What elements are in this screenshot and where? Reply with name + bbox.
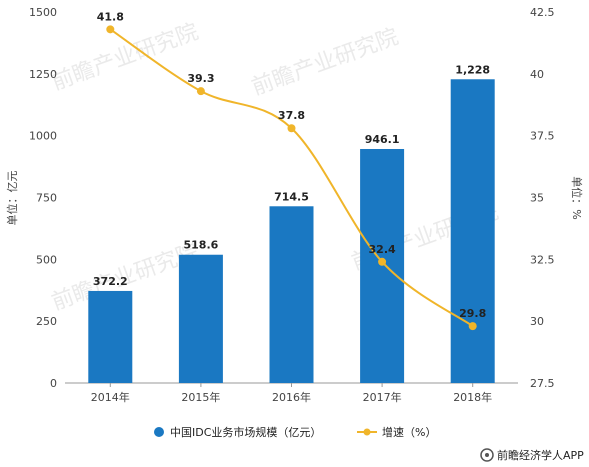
x-tick-label: 2014年	[91, 390, 130, 404]
left-tick-label: 250	[36, 315, 57, 328]
left-axis-title: 单位：亿元	[5, 171, 19, 226]
bar-value-label: 372.2	[93, 275, 128, 288]
bar	[269, 206, 314, 383]
footer: 前瞻经济学人APP	[480, 448, 584, 462]
left-axis-ticks: 0 250 500 750 1000 1250 1500	[29, 6, 57, 390]
left-tick-label: 750	[36, 192, 57, 205]
bar	[360, 148, 405, 383]
line-point	[378, 257, 387, 266]
legend-line-label: 增速（%）	[382, 425, 436, 439]
right-tick-label: 37.5	[530, 130, 555, 143]
x-tick-label: 2015年	[181, 390, 220, 404]
line-point	[106, 25, 115, 34]
legend-bar-label: 中国IDC业务市场规模（亿元）	[170, 425, 321, 439]
right-tick-label: 40	[530, 68, 544, 81]
left-tick-label: 1000	[29, 130, 57, 143]
line-point	[287, 124, 296, 133]
bar	[88, 290, 133, 383]
x-tick-label: 2018年	[453, 390, 492, 404]
bar-series	[88, 79, 495, 384]
right-tick-label: 42.5	[530, 6, 555, 19]
left-tick-label: 500	[36, 253, 57, 266]
right-axis-title: 单位：%	[570, 176, 584, 219]
brand-logo-icon-dot	[485, 453, 489, 457]
right-axis-ticks: 27.5 30 32.5 35 37.5 40 42.5	[530, 6, 555, 390]
x-axis-ticks: 2014年 2015年 2016年 2017年 2018年	[91, 383, 492, 404]
right-tick-label: 32.5	[530, 253, 555, 266]
line-value-label: 32.4	[369, 243, 396, 256]
footer-brand: 前瞻经济学人APP	[497, 448, 584, 462]
legend-line-marker-dot	[363, 428, 371, 436]
bar-value-label: 946.1	[365, 133, 400, 146]
legend: 中国IDC业务市场规模（亿元） 增速（%）	[154, 425, 436, 439]
watermark-text: 前瞻产业研究院	[49, 19, 202, 95]
bar-value-label: 518.6	[184, 239, 219, 252]
bar-value-label: 1,228	[455, 63, 490, 76]
line-value-label: 39.3	[187, 72, 214, 85]
right-tick-label: 27.5	[530, 377, 555, 390]
right-tick-label: 35	[530, 192, 544, 205]
x-tick-label: 2017年	[363, 390, 402, 404]
line-value-label: 37.8	[278, 109, 305, 122]
line-value-label: 29.8	[459, 307, 486, 320]
line-point	[196, 87, 205, 96]
line-series: 41.8 39.3 37.8 32.4 29.8	[97, 10, 486, 331]
line-value-label: 41.8	[97, 10, 124, 23]
bar	[450, 79, 495, 384]
left-tick-label: 0	[50, 377, 57, 390]
bar	[178, 254, 223, 383]
brand-logo-icon	[480, 448, 494, 462]
right-tick-label: 30	[530, 315, 544, 328]
bar-value-label: 714.5	[274, 190, 309, 203]
line-point	[468, 322, 477, 331]
left-tick-label: 1250	[29, 68, 57, 81]
x-tick-label: 2016年	[272, 390, 311, 404]
watermark-text: 前瞻产业研究院	[249, 24, 402, 100]
legend-bar-marker	[154, 427, 164, 437]
left-tick-label: 1500	[29, 6, 57, 19]
bar-value-labels: 372.2 518.6 714.5 946.1 1,228	[93, 63, 490, 288]
